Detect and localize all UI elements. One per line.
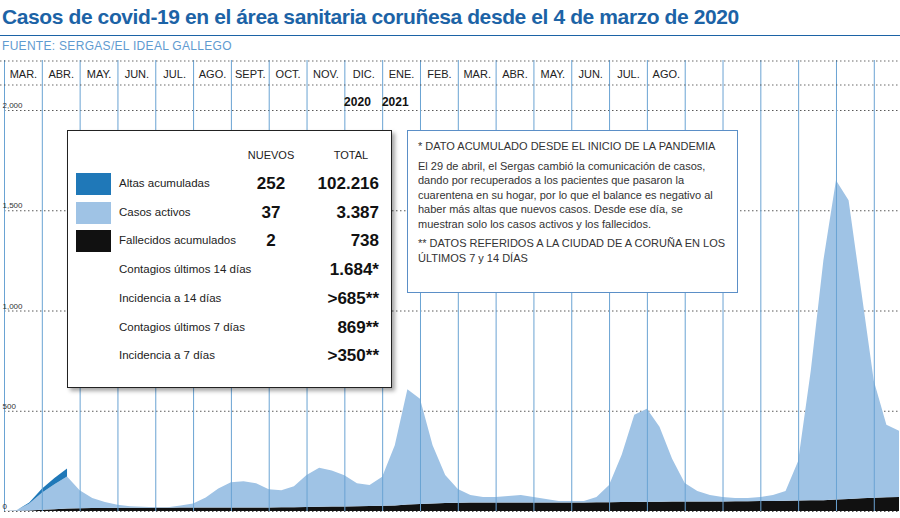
html-text:Fallecidos acumulados: Fallecidos acumulados [119, 234, 236, 247]
html-text:Casos activos: Casos activos [119, 205, 191, 218]
svg-text:AGO.: AGO. [199, 68, 227, 80]
svg-text:FEB.: FEB. [427, 68, 451, 80]
svg-text:ENE.: ENE. [389, 68, 415, 80]
html-text:El 29 de abril, el Sergas camb: El 29 de abril, el Sergas cambió la comu… [418, 159, 713, 230]
svg-text:AGO.: AGO. [653, 68, 681, 80]
svg-text:2020: 2020 [344, 95, 371, 109]
html-text:2: 2 [266, 231, 276, 251]
html-text:* DATO ACUMULADO DESDE EL INIC: * DATO ACUMULADO DESDE EL INICIO DE LA P… [418, 140, 716, 152]
svg-text:DIC.: DIC. [353, 68, 375, 80]
svg-text:ABR.: ABR. [48, 68, 74, 80]
html-text:Casos de covid-19 en el área s: Casos de covid-19 en el área sanitaria c… [2, 5, 739, 28]
svg-text:2021: 2021 [382, 95, 409, 109]
html-text:>685**: >685** [327, 288, 379, 308]
html-text:Altas acumuladas: Altas acumuladas [119, 177, 210, 189]
svg-text:MAY.: MAY. [541, 68, 566, 80]
svg-text:MAR.: MAR. [463, 68, 491, 80]
html-text:Incidencia a 7 días: Incidencia a 7 días [119, 349, 215, 362]
html-text:37: 37 [261, 202, 281, 222]
html-text:TOTAL: TOTAL [333, 149, 369, 161]
html-text:Incidencia a 14 días: Incidencia a 14 días [119, 291, 222, 304]
svg-text:JUL.: JUL. [163, 68, 186, 80]
html-text:252: 252 [256, 174, 286, 193]
html-text:Contagios últimos 7 días: Contagios últimos 7 días [119, 320, 245, 333]
html-text:** DATOS REFERIDOS A LA CIUDAD: ** DATOS REFERIDOS A LA CIUDAD DE A CORU… [418, 237, 726, 264]
svg-text:NOV.: NOV. [313, 68, 339, 80]
html-text:3.387: 3.387 [336, 202, 379, 222]
svg-text:MAR.: MAR. [10, 68, 38, 80]
html-text:Contagios últimos 14 días: Contagios últimos 14 días [119, 263, 252, 276]
svg-text:500: 500 [3, 402, 17, 411]
html-text:102.216: 102.216 [317, 174, 379, 193]
svg-text:JUN.: JUN. [125, 68, 149, 80]
html-text:869**: 869** [337, 317, 379, 337]
svg-text:OCT.: OCT. [276, 68, 301, 80]
svg-text:0: 0 [3, 502, 8, 511]
html-text:FUENTE: SERGAS/EL IDEAL GALLEG: FUENTE: SERGAS/EL IDEAL GALLEGO [2, 39, 232, 53]
html-text:NUEVOS: NUEVOS [247, 149, 295, 161]
svg-text:ABR.: ABR. [502, 68, 528, 80]
svg-text:1,500: 1,500 [3, 201, 24, 210]
svg-text:SEPT.: SEPT. [235, 68, 266, 80]
svg-text:1,000: 1,000 [3, 302, 24, 311]
html-text:738: 738 [350, 231, 379, 251]
svg-text:JUN.: JUN. [578, 68, 602, 80]
html-text:>350**: >350** [327, 346, 379, 366]
html-text:1.684*: 1.684* [329, 260, 379, 280]
svg-text:JUL.: JUL. [617, 68, 640, 80]
svg-text:MAY.: MAY. [87, 68, 112, 80]
svg-text:2,000: 2,000 [3, 101, 24, 110]
